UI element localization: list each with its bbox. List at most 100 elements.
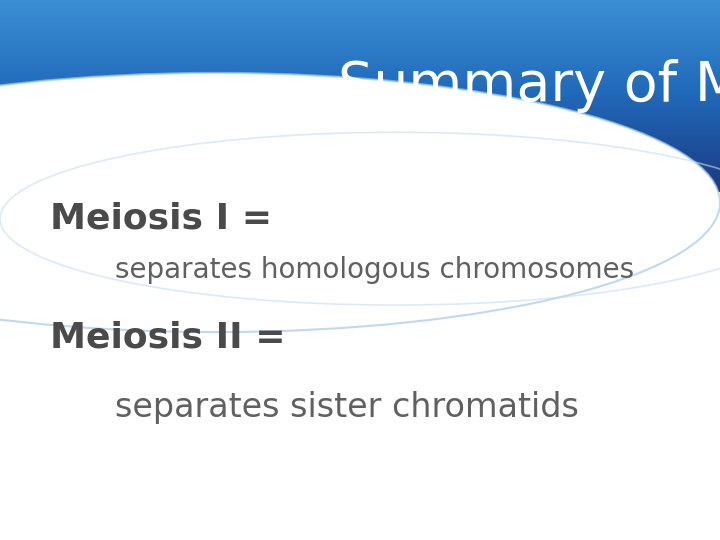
- Bar: [0, 59, 720, 60]
- Bar: [0, 137, 720, 139]
- Bar: [0, 27, 720, 29]
- Bar: [0, 64, 720, 65]
- Bar: [0, 145, 720, 147]
- Bar: [0, 136, 720, 137]
- Bar: [0, 5, 720, 6]
- Bar: [0, 69, 720, 70]
- Bar: [0, 10, 720, 11]
- Bar: [0, 144, 720, 145]
- Bar: [0, 38, 720, 40]
- Bar: [0, 147, 720, 149]
- Bar: [0, 133, 720, 134]
- Bar: [0, 100, 720, 102]
- Bar: [0, 118, 720, 120]
- Bar: [0, 180, 720, 182]
- Bar: [0, 150, 720, 152]
- Bar: [0, 96, 720, 97]
- Bar: [0, 85, 720, 86]
- Text: separates sister chromatids: separates sister chromatids: [115, 391, 579, 424]
- Text: Summary of Meiosis: Summary of Meiosis: [338, 59, 720, 113]
- Bar: [0, 29, 720, 30]
- Bar: [0, 75, 720, 77]
- Bar: [0, 58, 720, 59]
- Bar: [0, 40, 720, 42]
- Bar: [0, 104, 720, 105]
- Bar: [0, 45, 720, 46]
- Bar: [0, 109, 720, 110]
- Bar: [0, 99, 720, 100]
- Bar: [0, 177, 720, 179]
- Bar: [0, 93, 720, 94]
- Bar: [0, 3, 720, 5]
- Bar: [0, 171, 720, 173]
- Bar: [0, 176, 720, 177]
- Bar: [0, 55, 720, 56]
- Bar: [0, 160, 720, 161]
- Bar: [0, 125, 720, 126]
- Bar: [0, 51, 720, 53]
- Bar: [0, 184, 720, 185]
- Bar: [0, 134, 720, 136]
- Bar: [0, 19, 720, 21]
- Bar: [0, 94, 720, 96]
- Bar: [0, 15, 720, 16]
- Bar: [0, 166, 720, 168]
- Bar: [0, 179, 720, 180]
- Bar: [0, 165, 720, 166]
- Bar: [0, 30, 720, 32]
- Bar: [0, 6, 720, 8]
- Bar: [0, 42, 720, 43]
- Bar: [0, 131, 720, 133]
- Bar: [0, 25, 720, 27]
- Bar: [0, 80, 720, 82]
- Text: separates homologous chromosomes: separates homologous chromosomes: [115, 256, 634, 284]
- Bar: [0, 24, 720, 25]
- Bar: [0, 97, 720, 99]
- Bar: [0, 107, 720, 109]
- Bar: [0, 142, 720, 144]
- Bar: [0, 18, 720, 19]
- Bar: [0, 60, 720, 62]
- Bar: [0, 37, 720, 38]
- Bar: [0, 0, 720, 2]
- Text: Meiosis II =: Meiosis II =: [50, 321, 286, 354]
- Bar: [0, 82, 720, 83]
- Bar: [0, 16, 720, 18]
- Bar: [0, 90, 720, 91]
- Bar: [0, 185, 720, 187]
- Bar: [0, 173, 720, 174]
- Bar: [0, 8, 720, 10]
- Bar: [0, 148, 720, 150]
- Bar: [0, 53, 720, 55]
- Bar: [0, 67, 720, 69]
- Bar: [0, 163, 720, 165]
- Bar: [0, 86, 720, 88]
- Bar: [0, 33, 720, 35]
- Bar: [0, 70, 720, 72]
- Bar: [0, 88, 720, 90]
- Bar: [0, 105, 720, 107]
- Bar: [0, 48, 720, 50]
- Bar: [0, 174, 720, 176]
- Bar: [0, 21, 720, 22]
- Bar: [0, 110, 720, 112]
- Bar: [0, 152, 720, 153]
- Bar: [0, 2, 720, 3]
- Bar: [0, 157, 720, 158]
- Bar: [0, 140, 720, 142]
- Bar: [0, 32, 720, 33]
- Bar: [0, 35, 720, 37]
- Bar: [0, 113, 720, 115]
- Bar: [0, 153, 720, 155]
- Bar: [0, 158, 720, 160]
- Text: Meiosis I =: Meiosis I =: [50, 202, 273, 235]
- Bar: [0, 188, 720, 190]
- Bar: [0, 112, 720, 113]
- Bar: [0, 78, 720, 80]
- Bar: [0, 115, 720, 117]
- Bar: [0, 83, 720, 85]
- Bar: [0, 128, 720, 130]
- Bar: [0, 46, 720, 48]
- Bar: [0, 22, 720, 24]
- Bar: [0, 72, 720, 73]
